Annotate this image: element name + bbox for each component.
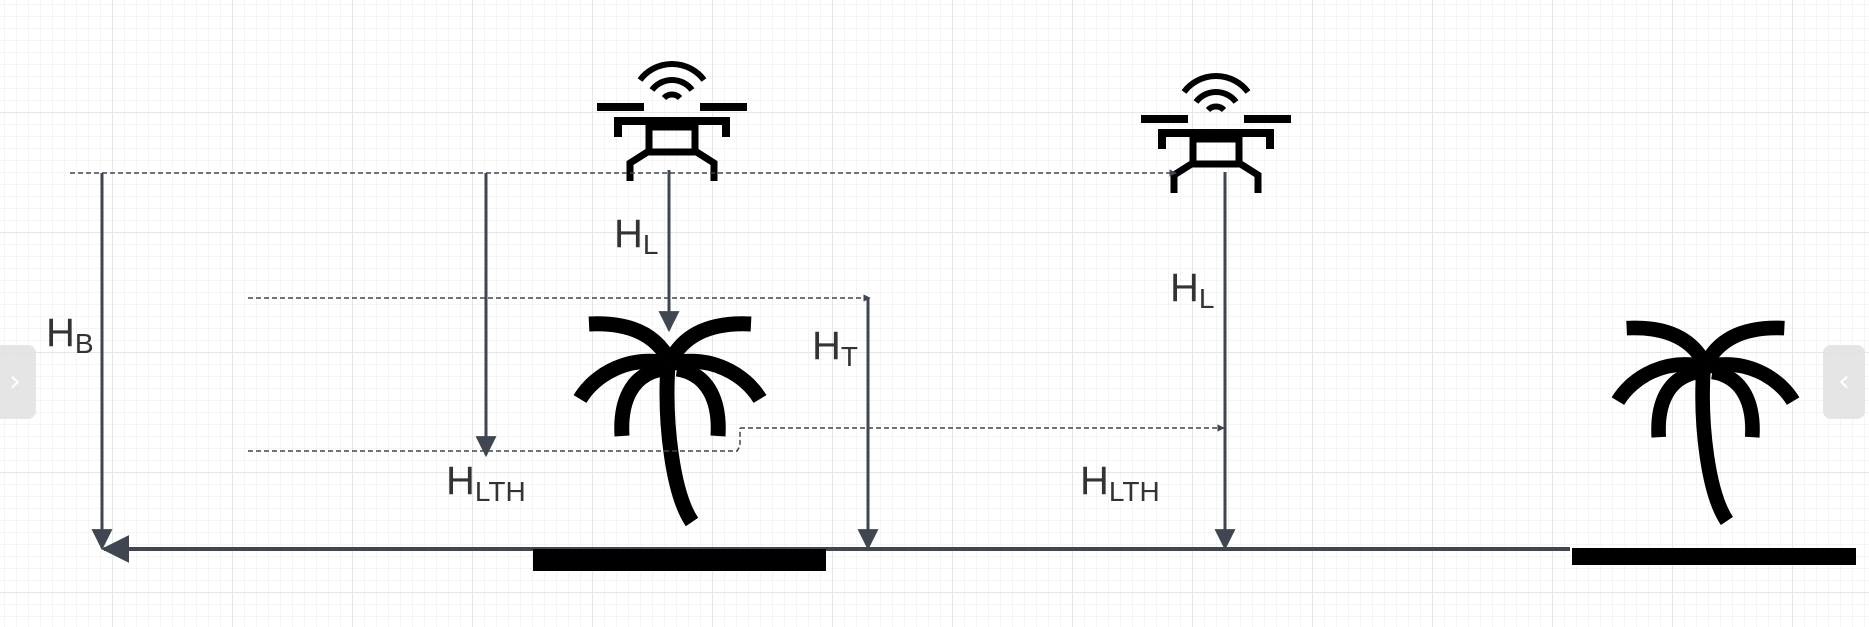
nav-next-button[interactable]: ‹	[1823, 345, 1865, 419]
chevron-right-icon: ›	[9, 364, 21, 399]
label-hl-left: HL	[614, 212, 658, 260]
drone-icon	[597, 64, 747, 181]
palm-tree-icon	[1618, 328, 1793, 521]
ground-block-left	[533, 549, 826, 571]
label-hb: HB	[46, 311, 94, 359]
label-hlth-left: HLTH	[446, 459, 526, 507]
label-hl-right: HL	[1170, 266, 1214, 314]
chevron-left-icon: ‹	[1838, 364, 1850, 399]
drone-icon	[1141, 76, 1291, 193]
nav-prev-button[interactable]: ›	[0, 345, 36, 419]
label-hlth-right: HLTH	[1080, 459, 1160, 507]
palm-tree-icon	[580, 324, 760, 522]
ground-block-right	[1572, 548, 1856, 565]
label-ht: HT	[812, 324, 858, 372]
